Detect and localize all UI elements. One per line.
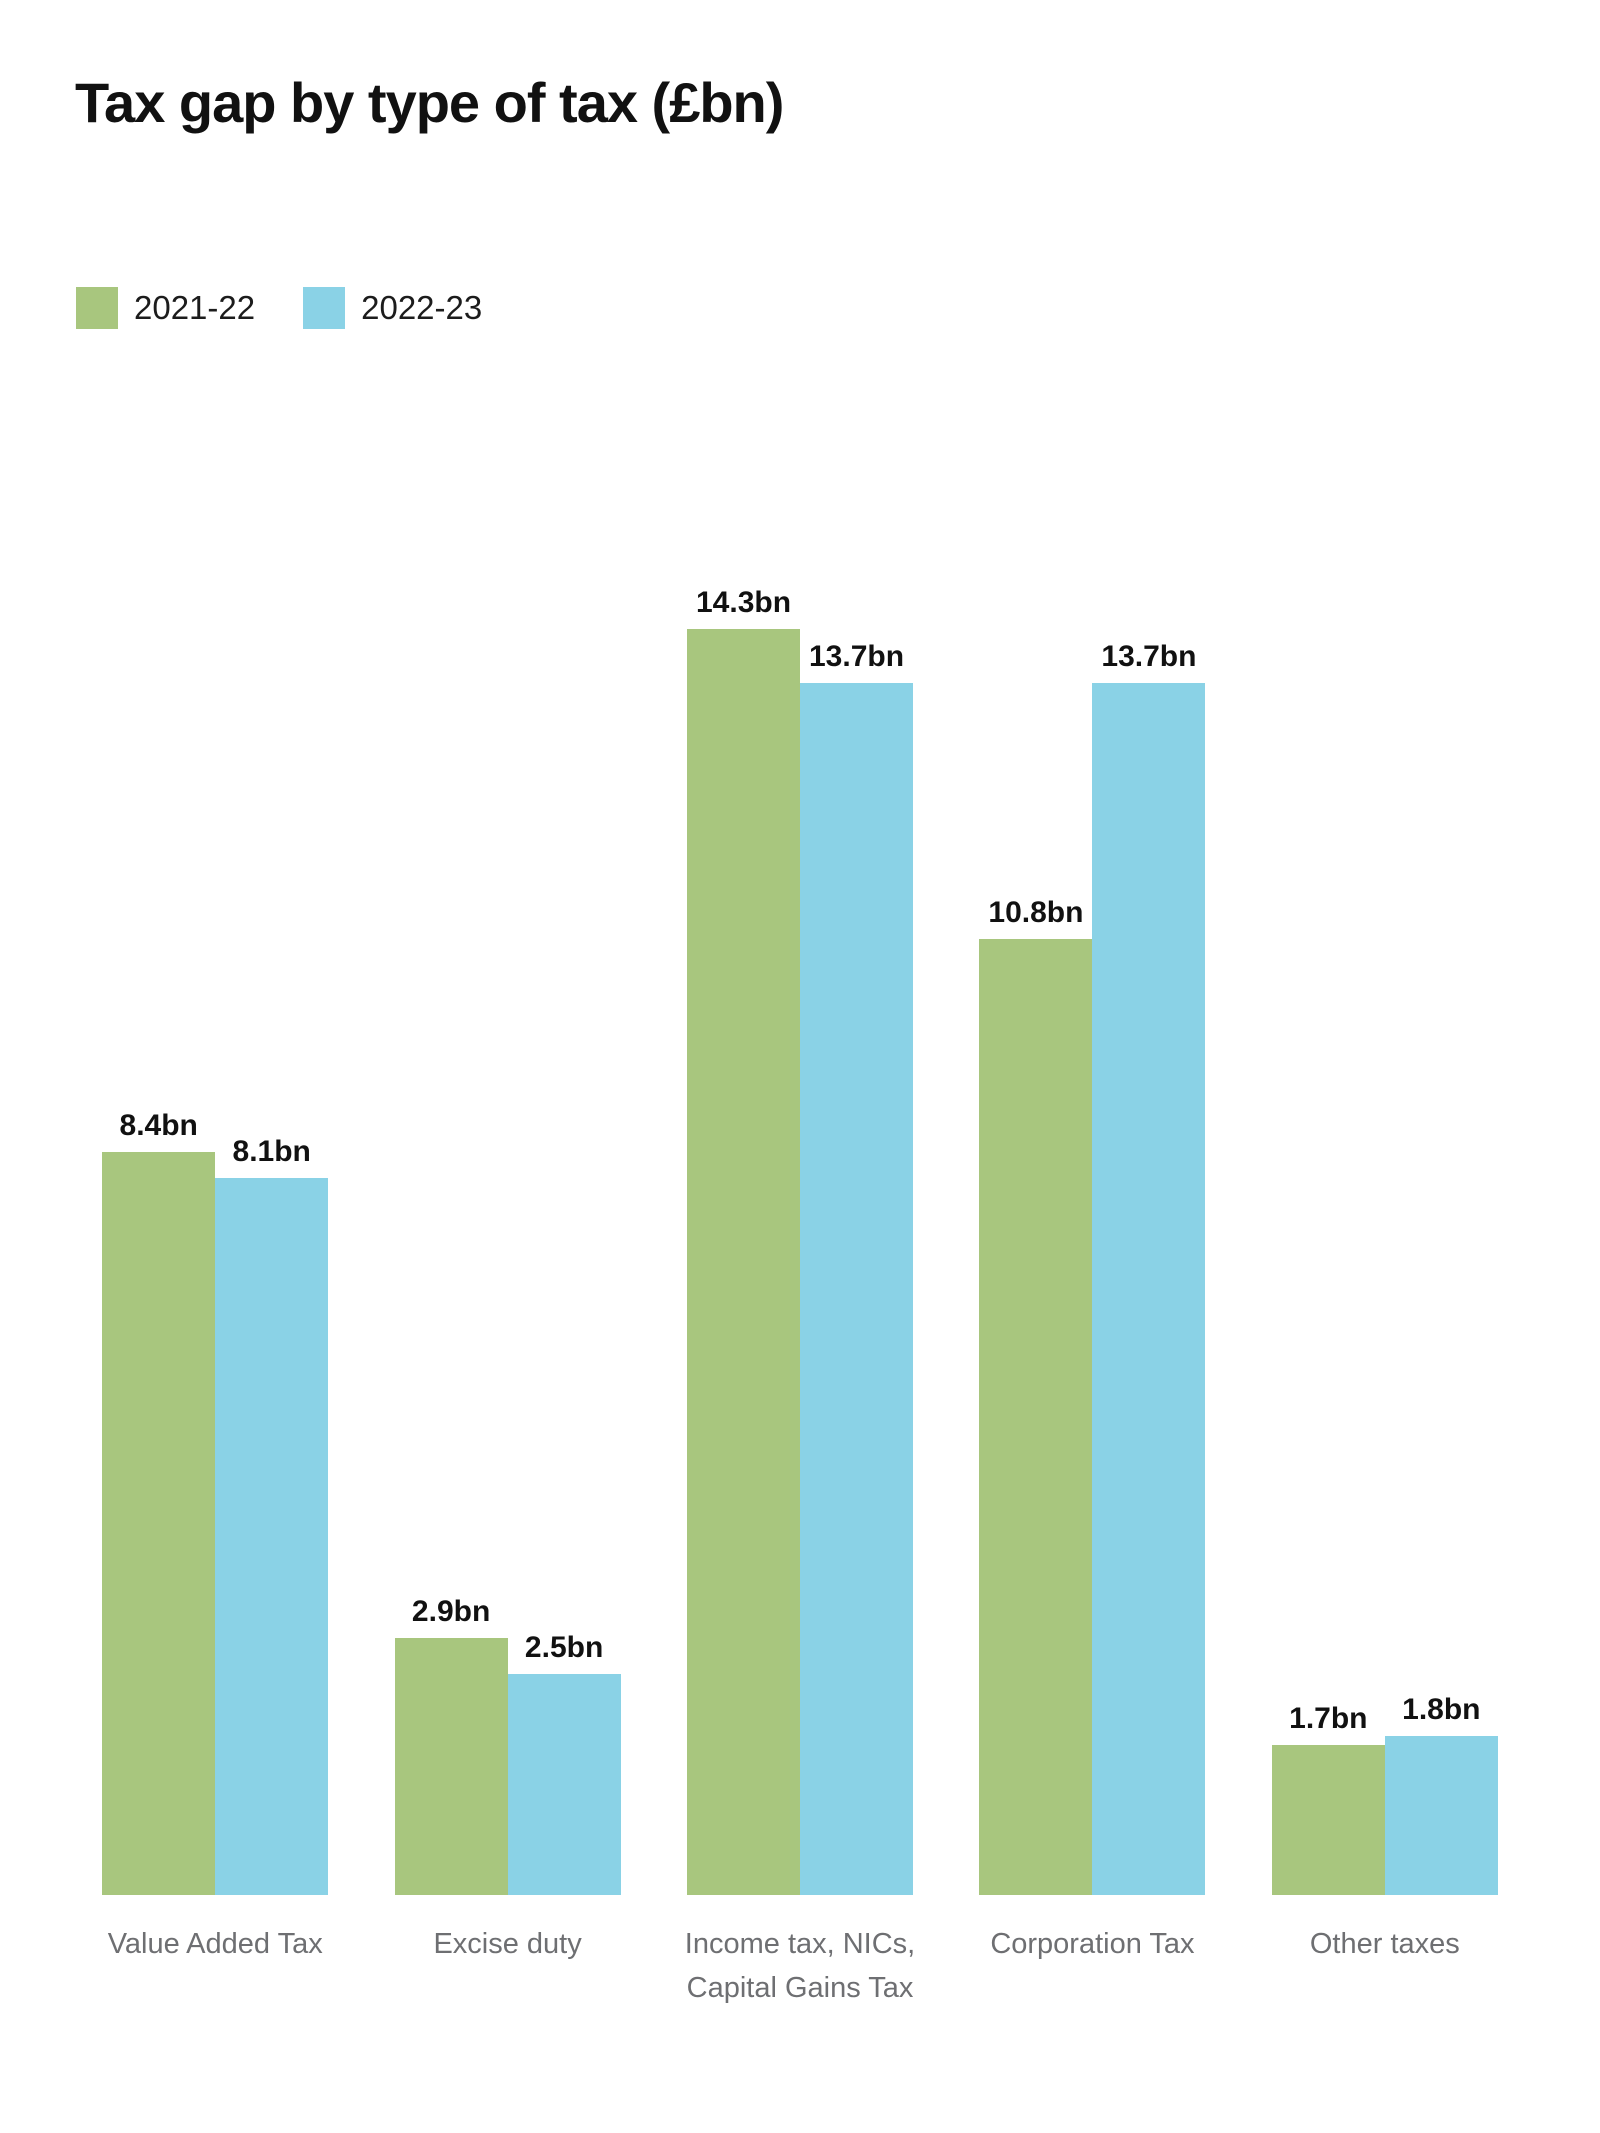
bar-group: 2.9bn 2.5bn xyxy=(361,380,653,1895)
bar-column-2021-22: 1.7bn xyxy=(1271,1701,1385,1895)
bar-2021-22 xyxy=(979,939,1093,1895)
bar-2021-22 xyxy=(394,1638,508,1895)
bar-value-label: 14.3bn xyxy=(695,586,792,620)
bar-group: 10.8bn 13.7bn xyxy=(946,380,1238,1895)
legend-swatch-2021-22 xyxy=(76,287,118,329)
category-label: Other taxes xyxy=(1309,1928,1460,1960)
legend-item-2022-23: 2022-23 xyxy=(303,287,482,329)
category-label: Excise duty xyxy=(433,1928,582,1960)
bar-column-2022-23: 2.5bn xyxy=(507,1630,621,1895)
legend-item-2021-22: 2021-22 xyxy=(76,287,255,329)
bar-column-2021-22: 2.9bn xyxy=(394,1595,508,1895)
bar-column-2021-22: 10.8bn xyxy=(979,896,1093,1895)
bar-2022-23 xyxy=(1384,1735,1498,1895)
bar-value-label: 13.7bn xyxy=(808,639,905,673)
category-label: Value Added Tax xyxy=(107,1928,323,1960)
bar-value-label: 1.8bn xyxy=(1402,1692,1481,1726)
bar-value-label: 2.9bn xyxy=(411,1595,491,1629)
bar-value-label: 2.5bn xyxy=(524,1630,604,1664)
category-axis: Value Added Tax Excise duty Income tax, NI… xyxy=(69,1923,1531,2010)
bar-2022-23 xyxy=(507,1673,621,1895)
bar-column-2021-22: 14.3bn xyxy=(687,586,801,1895)
bar-column-2022-23: 13.7bn xyxy=(1092,639,1206,1895)
legend-label-2022-23: 2022-23 xyxy=(361,289,483,326)
bar-column-2021-22: 8.4bn xyxy=(102,1108,216,1895)
bar-chart-plot-area: 8.4bn 8.1bn 2.9bn 2.5bn 14.3bn 13.7bn 10.8bn 13… xyxy=(69,380,1531,1895)
bar-value-label: 1.7bn xyxy=(1289,1701,1368,1735)
legend-swatch-2022-23 xyxy=(303,287,346,329)
bar-value-label: 8.4bn xyxy=(119,1108,198,1142)
chart-title: Tax gap by type of tax (£bn) xyxy=(75,71,784,134)
bar-value-label: 13.7bn xyxy=(1101,639,1197,673)
bar-column-2022-23: 13.7bn xyxy=(800,639,914,1895)
bar-group: 1.7bn 1.8bn xyxy=(1239,380,1531,1895)
bar-2021-22 xyxy=(1271,1744,1385,1895)
bar-column-2022-23: 1.8bn xyxy=(1384,1692,1498,1895)
bar-group: 8.4bn 8.1bn xyxy=(69,380,361,1895)
bar-column-2022-23: 8.1bn xyxy=(215,1135,329,1895)
bar-2022-23 xyxy=(800,682,914,1895)
bar-2021-22 xyxy=(102,1151,216,1895)
category-label: Corporation Tax xyxy=(990,1928,1195,1960)
bar-2022-23 xyxy=(215,1178,329,1895)
bar-2022-23 xyxy=(1092,682,1206,1895)
category-label: Income tax, NICs, Capital Gains Tax xyxy=(684,1928,916,2004)
bar-group: 14.3bn 13.7bn xyxy=(654,380,946,1895)
bar-value-label: 10.8bn xyxy=(988,896,1084,930)
bar-value-label: 8.1bn xyxy=(232,1135,311,1169)
chart-legend: 2021-22 2022-23 xyxy=(76,287,482,329)
legend-label-2021-22: 2021-22 xyxy=(134,289,256,326)
bar-2021-22 xyxy=(687,629,801,1895)
